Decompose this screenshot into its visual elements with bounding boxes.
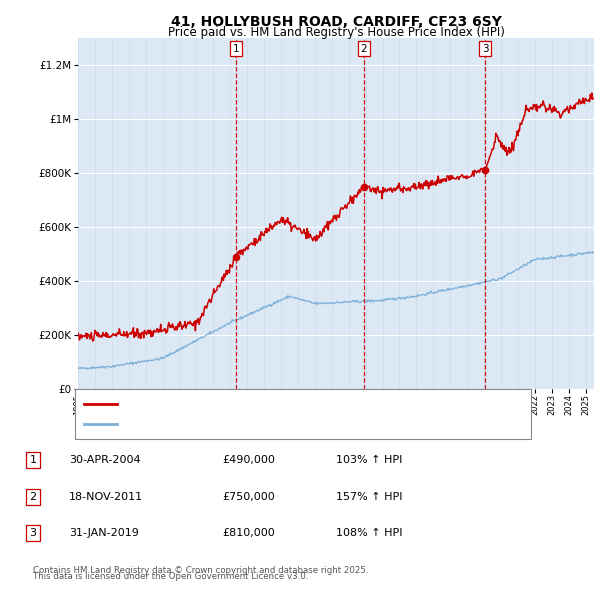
Text: 30-APR-2004: 30-APR-2004 <box>69 455 140 465</box>
Text: Price paid vs. HM Land Registry's House Price Index (HPI): Price paid vs. HM Land Registry's House … <box>167 26 505 39</box>
Text: 1: 1 <box>233 44 239 54</box>
Text: 108% ↑ HPI: 108% ↑ HPI <box>336 529 403 538</box>
Text: 31-JAN-2019: 31-JAN-2019 <box>69 529 139 538</box>
Text: 2: 2 <box>361 44 367 54</box>
Text: This data is licensed under the Open Government Licence v3.0.: This data is licensed under the Open Gov… <box>33 572 308 581</box>
Text: 2: 2 <box>29 491 37 502</box>
Text: £750,000: £750,000 <box>222 491 275 502</box>
Text: Contains HM Land Registry data © Crown copyright and database right 2025.: Contains HM Land Registry data © Crown c… <box>33 566 368 575</box>
Text: £490,000: £490,000 <box>222 455 275 465</box>
Text: 1: 1 <box>29 455 37 465</box>
Text: 157% ↑ HPI: 157% ↑ HPI <box>336 491 403 502</box>
Text: 41, HOLLYBUSH ROAD, CARDIFF, CF23 6SY (detached house): 41, HOLLYBUSH ROAD, CARDIFF, CF23 6SY (d… <box>123 399 440 409</box>
Text: 3: 3 <box>482 44 488 54</box>
Text: 41, HOLLYBUSH ROAD, CARDIFF, CF23 6SY: 41, HOLLYBUSH ROAD, CARDIFF, CF23 6SY <box>170 15 502 29</box>
Text: 103% ↑ HPI: 103% ↑ HPI <box>336 455 403 465</box>
Text: £810,000: £810,000 <box>222 529 275 538</box>
Text: 18-NOV-2011: 18-NOV-2011 <box>69 491 143 502</box>
Text: HPI: Average price, detached house, Cardiff: HPI: Average price, detached house, Card… <box>123 418 351 428</box>
Text: 3: 3 <box>29 529 37 538</box>
